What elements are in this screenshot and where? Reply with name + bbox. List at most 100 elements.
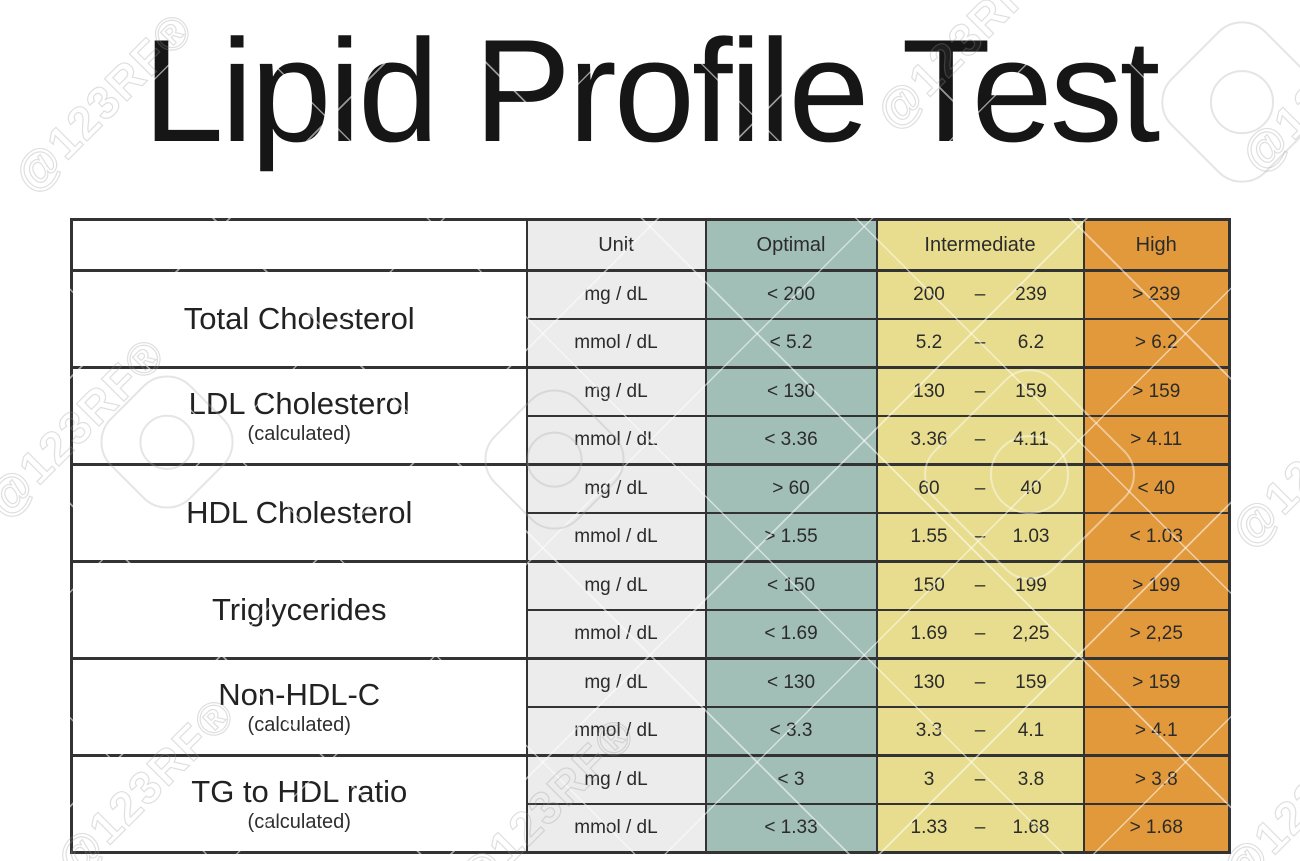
parameter-name-cell: Total Cholesterol — [70, 269, 528, 369]
optimal-cell: < 200 — [704, 269, 878, 320]
range-to: 1.03 — [1012, 526, 1050, 547]
optimal-cell: < 150 — [704, 560, 878, 611]
unit-cell: mg / dL — [525, 754, 707, 805]
parameter-name: TG to HDL ratio — [191, 773, 408, 809]
table-header-high: High — [1082, 218, 1231, 272]
intermediate-cell: 60 – 40 — [875, 463, 1085, 514]
optimal-cell: < 1.69 — [704, 609, 878, 660]
parameter-name-cell: Triglycerides — [70, 560, 528, 660]
optimal-cell: > 60 — [704, 463, 878, 514]
optimal-cell: < 130 — [704, 366, 878, 417]
page-title: Lipid Profile Test — [142, 9, 1161, 172]
unit-cell: mmol / dL — [525, 415, 707, 466]
range-to: 4.11 — [1013, 429, 1049, 450]
high-cell: > 3.8 — [1082, 754, 1231, 805]
range-from: 200 — [913, 284, 945, 305]
unit-cell: mmol / dL — [525, 512, 707, 563]
optimal-cell: < 3.3 — [704, 706, 878, 757]
range-dash: – — [974, 575, 986, 596]
intermediate-cell: 1.55 – 1.03 — [875, 512, 1085, 563]
table-row: Non-HDL-C (calculated) mg / dL < 130 130… — [70, 657, 1231, 757]
intermediate-cell: 3.3 – 4.1 — [875, 706, 1085, 757]
unit-cell: mg / dL — [525, 269, 707, 320]
range-from: 3.36 — [910, 429, 948, 450]
high-cell: > 159 — [1082, 366, 1231, 417]
range-from: 1.69 — [910, 623, 948, 644]
table-row: Total Cholesterol mg / dL < 200 200–239 … — [70, 269, 1231, 369]
unit-cell: mmol / dL — [525, 803, 707, 854]
range-to: 1.68 — [1012, 817, 1050, 838]
table-container: Unit Optimal Intermediate High Total Cho… — [70, 218, 1231, 854]
range-to: 6.2 — [1017, 332, 1045, 353]
optimal-cell: < 3.36 — [704, 415, 878, 466]
range-dash: – — [974, 623, 986, 644]
unit-cell: mg / dL — [525, 657, 707, 708]
table-header-intermediate: Intermediate — [875, 218, 1085, 272]
watermark-text: @123RF® — [1220, 356, 1300, 557]
optimal-cell: < 130 — [704, 657, 878, 708]
range-dash: – — [974, 284, 986, 305]
range-from: 150 — [913, 575, 945, 596]
parameter-name: Total Cholesterol — [183, 300, 415, 336]
intermediate-cell: 3 – 3.8 — [875, 754, 1085, 805]
parameter-name: HDL Cholesterol — [186, 494, 413, 530]
parameter-note: (calculated) — [247, 714, 351, 737]
unit-cell: mg / dL — [525, 463, 707, 514]
range-from: 3 — [923, 769, 935, 790]
parameter-name-cell: HDL Cholesterol — [70, 463, 528, 563]
range-dash: – — [974, 720, 986, 741]
table-row: TG to HDL ratio (calculated) mg / dL < 3… — [70, 754, 1231, 854]
range-dash: – — [974, 526, 986, 547]
high-cell: > 2,25 — [1082, 609, 1231, 660]
range-to: 199 — [1015, 575, 1047, 596]
table-row: LDL Cholesterol (calculated) mg / dL < 1… — [70, 366, 1231, 466]
intermediate-cell: 200 – 239 — [875, 269, 1085, 320]
unit-cell: mg / dL — [525, 560, 707, 611]
unit-cell: mmol / dL — [525, 706, 707, 757]
range-dash: – — [974, 817, 986, 838]
parameter-name: Non-HDL-C — [218, 676, 381, 712]
range-to: 4.1 — [1017, 720, 1045, 741]
range-from: 1.33 — [910, 817, 948, 838]
table-row: Triglycerides mg / dL < 150 150 – 199 > 19… — [70, 560, 1231, 660]
range-to: 2,25 — [1012, 623, 1050, 644]
range-to: 159 — [1015, 672, 1047, 693]
high-cell: > 199 — [1082, 560, 1231, 611]
range-from: 5.2 — [915, 332, 943, 353]
range-dash: – — [974, 429, 986, 450]
table-header-optimal: Optimal — [704, 218, 878, 272]
range-from: 1.55 — [910, 526, 948, 547]
range-dash: – — [974, 381, 986, 402]
intermediate-cell: 150 – 199 — [875, 560, 1085, 611]
table-header-row: Unit Optimal Intermediate High — [70, 218, 1231, 272]
high-cell: > 4.11 — [1082, 415, 1231, 466]
range-to: 159 — [1015, 381, 1047, 402]
range-to: 3.8 — [1017, 769, 1045, 790]
range-dash: – — [974, 478, 986, 499]
parameter-note: (calculated) — [247, 423, 351, 446]
intermediate-cell: 130 – 159 — [875, 657, 1085, 708]
range-from: 3.3 — [915, 720, 943, 741]
parameter-note: (calculated) — [247, 811, 351, 834]
high-cell: < 40 — [1082, 463, 1231, 514]
range-dash: – — [974, 769, 986, 790]
intermediate-cell: 3.36 – 4.11 — [875, 415, 1085, 466]
parameter-name-cell: LDL Cholesterol (calculated) — [70, 366, 528, 466]
unit-cell: mmol / dL — [525, 318, 707, 369]
parameter-name-cell: Non-HDL-C (calculated) — [70, 657, 528, 757]
optimal-cell: < 3 — [704, 754, 878, 805]
table-header-unit: Unit — [525, 218, 707, 272]
intermediate-cell: 1.33 – 1.68 — [875, 803, 1085, 854]
range-dash: – — [974, 332, 986, 353]
range-from: 130 — [913, 381, 945, 402]
high-cell: > 159 — [1082, 657, 1231, 708]
range-to: 239 — [1015, 284, 1047, 305]
parameter-name: Triglycerides — [211, 591, 387, 627]
intermediate-cell: 1.69 – 2,25 — [875, 609, 1085, 660]
intermediate-cell: 5.2 – 6.2 — [875, 318, 1085, 369]
range-dash: – — [974, 672, 986, 693]
unit-cell: mg / dL — [525, 366, 707, 417]
high-cell: > 4.1 — [1082, 706, 1231, 757]
high-cell: > 1.68 — [1082, 803, 1231, 854]
table-row: HDL Cholesterol mg / dL > 60 60 – 40 < 40 — [70, 463, 1231, 563]
